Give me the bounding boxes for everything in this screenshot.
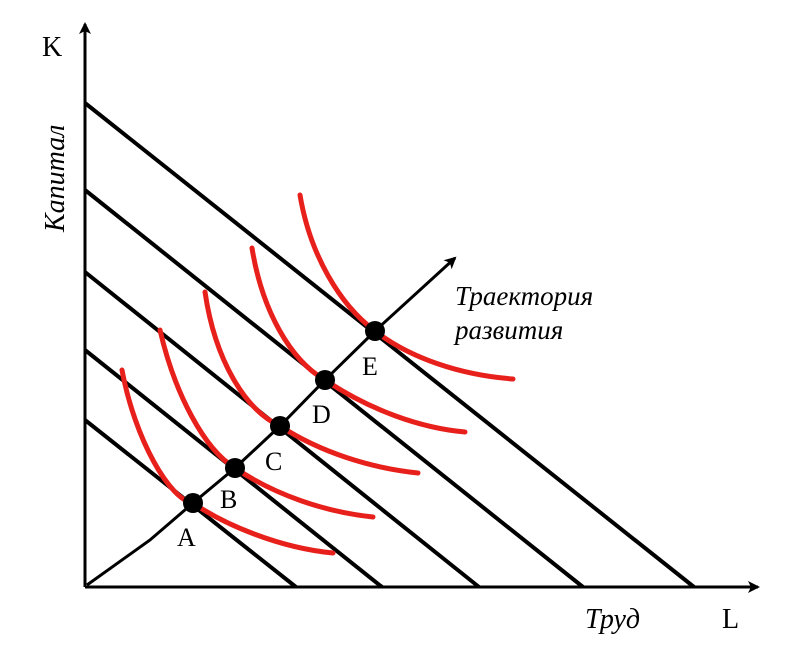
point-a <box>183 493 203 513</box>
axes <box>79 22 760 593</box>
expansion-path-label-line1: Траектория <box>455 281 593 311</box>
expansion-path <box>86 256 457 587</box>
tangency-points <box>183 321 385 513</box>
point-d <box>315 370 335 390</box>
expansion-path-label-line2: развития <box>453 315 563 345</box>
point-label-c: C <box>265 447 282 476</box>
y-axis-letter: K <box>42 32 62 63</box>
point-label-e: E <box>362 352 378 381</box>
isocost-line-5 <box>83 101 696 589</box>
point-label-d: D <box>312 400 331 429</box>
isoquant-curve-d <box>249 245 468 435</box>
point-c <box>270 416 290 436</box>
isocost-lines <box>83 101 696 589</box>
point-label-a: A <box>177 523 196 552</box>
y-axis-title: Капитал <box>40 125 71 233</box>
point-b <box>225 458 245 478</box>
expansion-path-line <box>86 256 457 587</box>
point-e <box>365 321 385 341</box>
x-axis-letter: L <box>722 604 739 635</box>
point-label-b: B <box>220 485 237 514</box>
x-axis-title: Труд <box>585 604 640 635</box>
